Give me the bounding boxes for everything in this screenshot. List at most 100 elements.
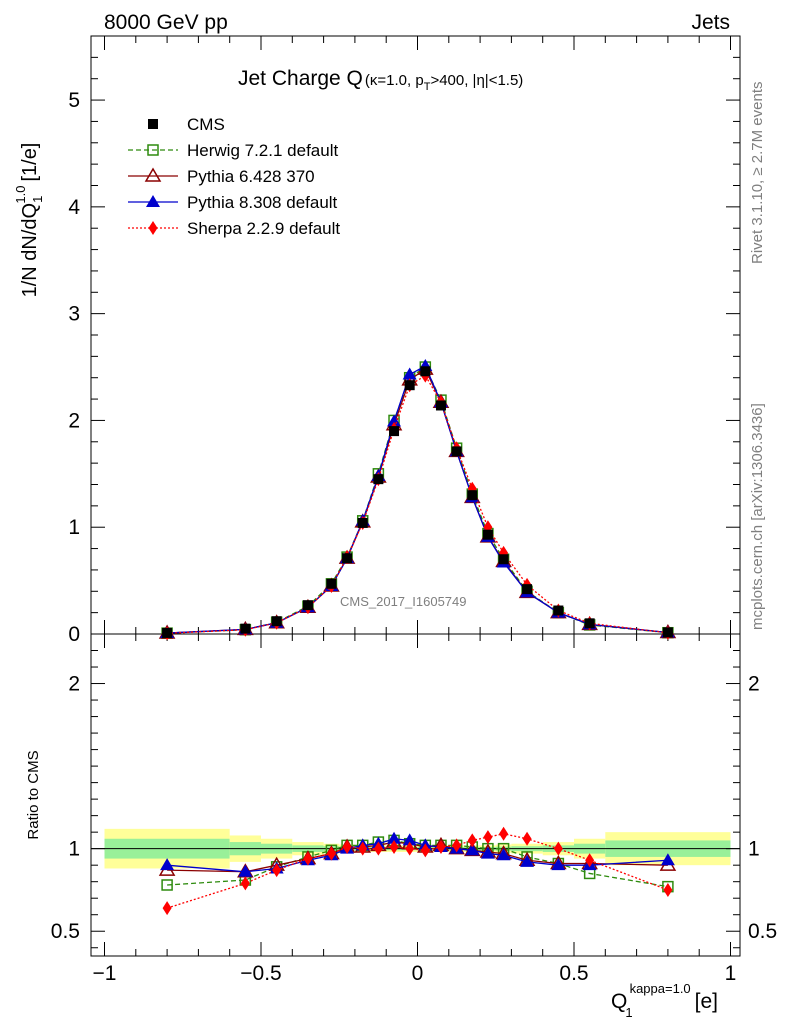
main-series <box>158 358 677 641</box>
legend-marker-pythia6 <box>144 167 162 182</box>
point-cms <box>389 426 400 437</box>
point-cms <box>271 616 282 627</box>
legend-marker-cms <box>148 119 158 129</box>
ratio-point-sherpa <box>272 863 282 878</box>
ratio-point-sherpa <box>303 851 313 866</box>
legend-marker-sherpa <box>148 221 158 235</box>
point-cms <box>584 618 595 629</box>
ratio-frame <box>90 633 741 957</box>
ratio-point-pythia8 <box>660 853 675 866</box>
legend-entry-herwig: Herwig 7.2.1 default <box>128 141 338 160</box>
ratio-tick-label: 1 <box>68 838 80 861</box>
header-process: Jets <box>691 11 730 34</box>
ratio-y-axis-label: Ratio to CMS <box>25 750 42 839</box>
point-cms <box>373 474 384 485</box>
point-pythia8 <box>387 414 402 427</box>
point-cms <box>326 578 337 589</box>
ratio-point-sherpa <box>326 846 336 861</box>
ratio-point-sherpa <box>389 840 399 855</box>
rivet-label: Rivet 3.1.10, ≥ 2.7M events <box>749 82 766 265</box>
mcplots-label: mcplots.cern.ch [arXiv:1306.3436] <box>749 403 766 630</box>
point-cms <box>498 554 509 565</box>
legend-label-pythia8: Pythia 8.308 default <box>187 193 338 212</box>
x-tick-label: −0.5 <box>240 962 281 985</box>
analysis-watermark: CMS_2017_I1605749 <box>340 594 467 609</box>
ratio-point-pythia8 <box>551 858 566 871</box>
ratio-line-herwig <box>167 839 669 888</box>
ratio-point-pythia8 <box>402 833 417 846</box>
point-cms <box>302 600 313 611</box>
ylabel-text: 1/N dN/dQ <box>19 203 41 297</box>
point-pythia8 <box>402 367 417 380</box>
ratio-point-pythia8 <box>387 831 402 844</box>
legend-entry-cms: CMS <box>148 115 225 134</box>
ratio-point-sherpa <box>522 831 532 846</box>
point-cms <box>553 605 564 616</box>
x-tick-label: 0 <box>412 962 424 985</box>
y-tick-label: 3 <box>68 303 80 326</box>
y-tick-label: 1 <box>68 516 80 539</box>
ratio-point-sherpa <box>405 841 415 856</box>
legend-label-cms: CMS <box>187 115 225 134</box>
ratio-point-pythia8 <box>480 846 495 859</box>
legend-label-pythia6: Pythia 6.428 370 <box>187 167 315 186</box>
legend-marker-herwig <box>147 144 159 156</box>
xlabel-sup: kappa=1.0 <box>630 981 691 996</box>
ratio-point-sherpa <box>162 901 172 916</box>
ratio-point-sherpa <box>373 841 383 856</box>
ratio-point-pythia8 <box>520 854 535 867</box>
y-tick-label: 5 <box>68 89 80 112</box>
point-cms <box>662 627 673 638</box>
title-sub: (κ=1.0, p <box>365 72 424 89</box>
legend-entry-pythia8: Pythia 8.308 default <box>128 193 338 212</box>
point-cms <box>342 553 353 564</box>
ratio-point-sherpa <box>452 838 462 853</box>
ratio-tick-label-right: 1 <box>748 838 760 861</box>
point-cms <box>482 529 493 540</box>
legend: CMS Herwig 7.2.1 default Pythia 6.428 370 P… <box>128 115 340 238</box>
y-tick-label: 0 <box>68 623 80 646</box>
ratio-point-sherpa <box>358 841 368 856</box>
ratio-point-pythia8 <box>465 843 480 856</box>
legend-label-herwig: Herwig 7.2.1 default <box>187 141 338 160</box>
ratio-point-pythia8 <box>238 864 253 877</box>
ratio-point-sherpa <box>663 882 673 897</box>
title-sub-rest: >400, |η|<1.5) <box>430 72 523 89</box>
x-tick-label: −1 <box>93 962 117 985</box>
point-cms <box>404 380 415 391</box>
ratio-tick-label: 0.5 <box>51 920 80 943</box>
ratio-point-sherpa <box>483 830 493 845</box>
x-tick-label: 1 <box>725 962 737 985</box>
title-main: Jet Charge Q <box>238 67 363 90</box>
y-axis-label: 1/N dN/dQ11.0 [1/e] <box>13 143 45 298</box>
legend-entry-sherpa: Sherpa 2.2.9 default <box>128 219 340 238</box>
point-cms <box>522 584 533 595</box>
ratio-tick-label-right: 0.5 <box>748 920 777 943</box>
x-axis-label: Q1 kappa=1.0 [e] <box>611 981 718 1020</box>
ratio-point-sherpa <box>436 840 446 855</box>
ratio-point-sherpa <box>342 840 352 855</box>
xlabel-sub: 1 <box>625 1005 632 1020</box>
point-cms <box>467 490 478 501</box>
point-cms <box>451 446 462 457</box>
ylabel-unit: [1/e] <box>19 143 41 182</box>
legend-entry-pythia6: Pythia 6.428 370 <box>128 167 315 186</box>
ratio-point-sherpa <box>585 853 595 868</box>
xlabel-unit: [e] <box>695 990 718 1013</box>
point-cms <box>240 623 251 634</box>
ratio-tick-label: 2 <box>68 673 80 696</box>
ratio-point-sherpa <box>420 843 430 858</box>
legend-marker-pythia8 <box>146 195 160 207</box>
legend-label-sherpa: Sherpa 2.2.9 default <box>187 219 340 238</box>
ratio-point-herwig <box>161 879 173 891</box>
ratio-point-sherpa <box>467 833 477 848</box>
point-cms <box>162 627 173 638</box>
ratio-tick-label-right: 2 <box>748 673 760 696</box>
axis-ticks: −1 −0.5 0 0.5 1 0 1 2 3 4 5 0.5 0.5 1 1 2 2 <box>51 35 777 985</box>
ylabel-sub: 1 <box>30 196 45 203</box>
point-cms <box>435 400 446 411</box>
x-tick-label: 0.5 <box>559 962 588 985</box>
ratio-point-sherpa <box>499 826 509 841</box>
y-tick-label: 2 <box>68 409 80 432</box>
ratio-series-sherpa <box>162 826 673 916</box>
